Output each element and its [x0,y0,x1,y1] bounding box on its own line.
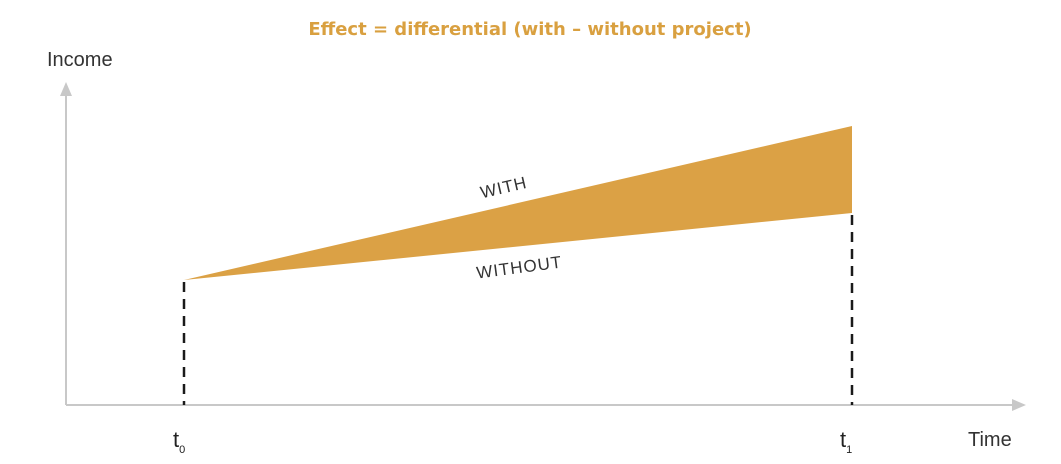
effect-area [184,126,852,280]
tick-t1: t1 [840,427,852,456]
x-axis-label: Time [968,429,1012,451]
with-label: WITH [479,173,529,202]
y-axis-arrow-icon [60,82,72,96]
diagram-title: Effect = differential (with – without pr… [308,19,751,40]
tick-t0: t0 [173,427,185,456]
without-label: WITHOUT [475,252,563,282]
y-axis-label: Income [47,49,113,71]
x-axis-arrow-icon [1012,399,1026,411]
